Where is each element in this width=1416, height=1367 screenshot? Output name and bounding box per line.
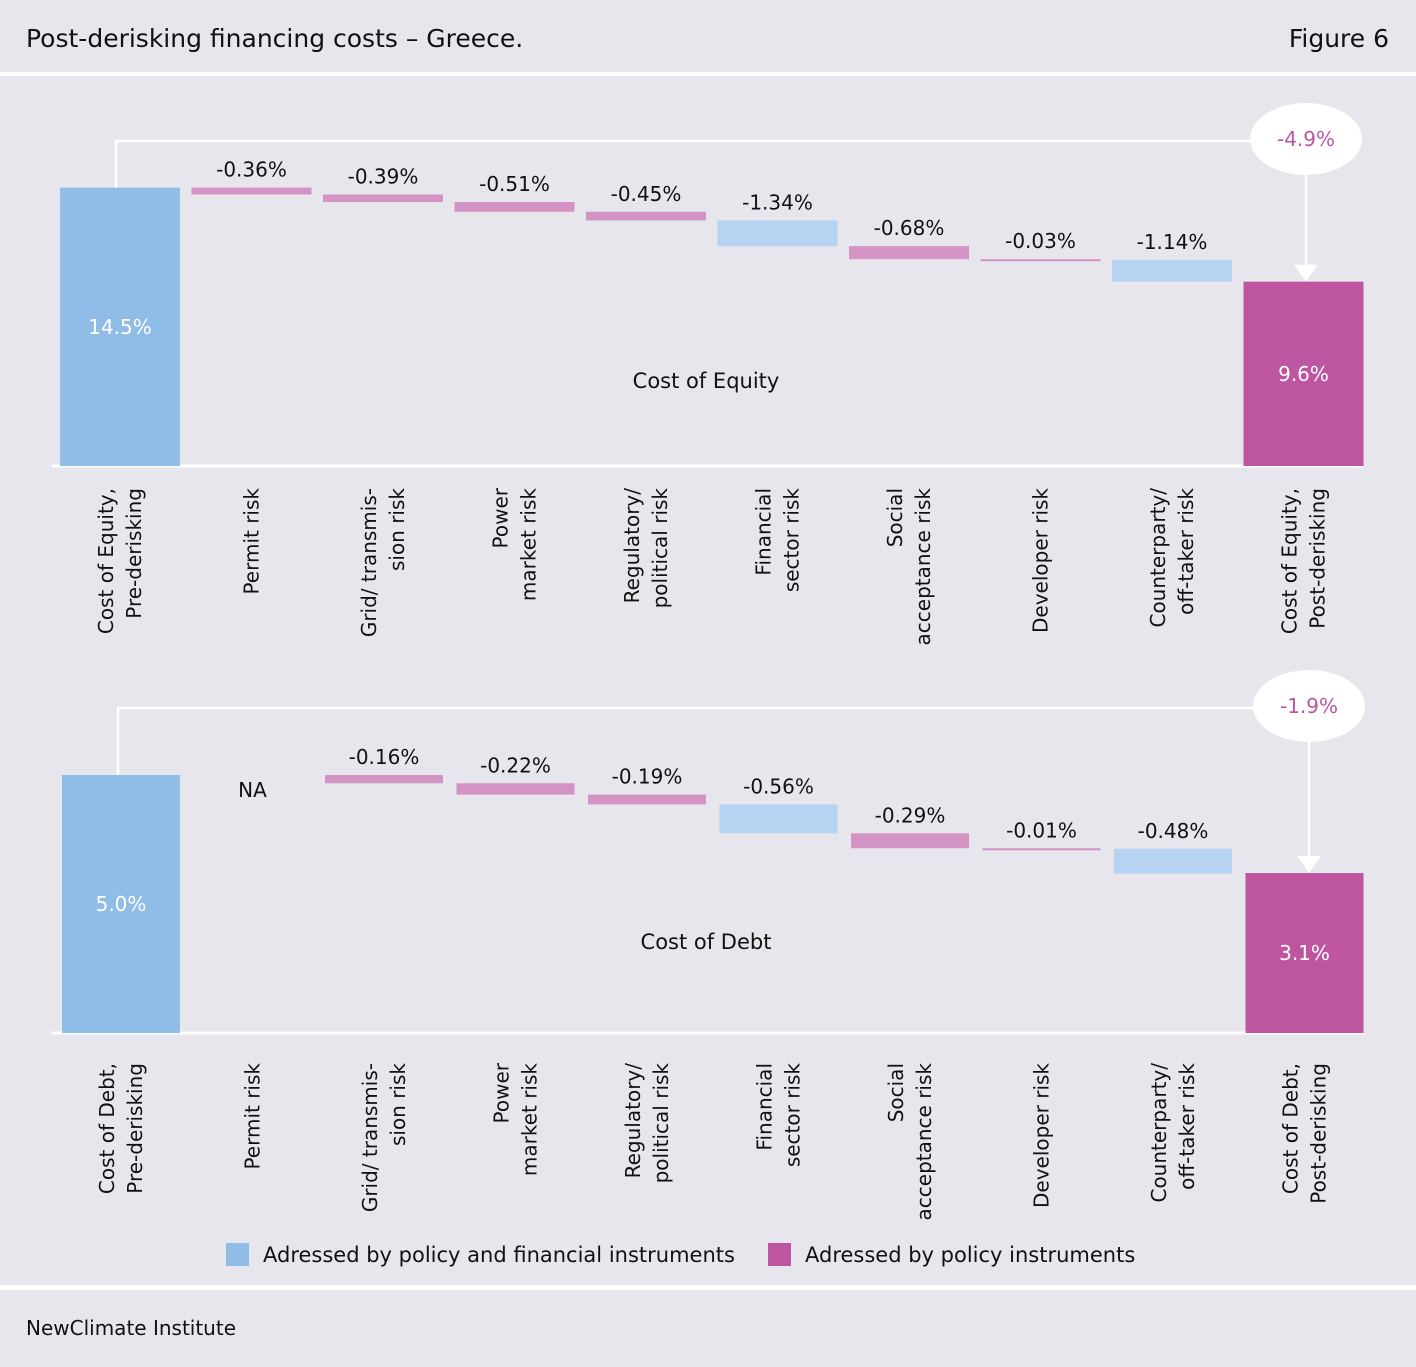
- category-label: Cost of Equity, Pre-derisking: [94, 488, 146, 634]
- category-label: Financial sector risk: [753, 1063, 805, 1168]
- category-label: Financial sector risk: [752, 488, 804, 593]
- bar-total: [1245, 873, 1364, 1033]
- data-label: -1.34%: [742, 190, 813, 214]
- legend: Adressed by policy and financial instrum…: [226, 1243, 1135, 1267]
- source-label: NewClimate Institute: [26, 1316, 236, 1340]
- data-label: -0.39%: [348, 165, 419, 189]
- legend-label: Adressed by policy instruments: [805, 1243, 1135, 1267]
- figure-header: Post-derisking financing costs – Greece.…: [0, 0, 1416, 76]
- bar-step: [454, 202, 575, 212]
- category-label: Permit risk: [241, 1063, 265, 1170]
- bar-step: [586, 211, 706, 221]
- data-label: -0.56%: [743, 774, 814, 798]
- data-label: 5.0%: [96, 892, 147, 916]
- figure-title: Post-derisking financing costs – Greece.: [26, 24, 524, 53]
- legend-label: Adressed by policy and financial instrum…: [263, 1243, 735, 1267]
- waterfall-charts: 14.5% -0.36% -0.39% -0.51% -0.45% -1.34% -0.68…: [52, 103, 1365, 1267]
- total-connector: [114, 139, 1266, 188]
- category-label: Developer risk: [1029, 488, 1053, 633]
- total-change-bubble: [1253, 670, 1365, 742]
- total-change-bubble: [1250, 103, 1362, 175]
- bar-step: [849, 246, 969, 260]
- data-label: -0.36%: [216, 158, 287, 182]
- data-label: -0.03%: [1005, 229, 1076, 253]
- bar-total: [1243, 281, 1364, 466]
- total-connector: [116, 706, 1269, 775]
- data-label: -0.29%: [875, 803, 946, 827]
- arrow-head: [1297, 856, 1321, 874]
- total-change-label: -4.9%: [1277, 127, 1335, 151]
- category-label: Developer risk: [1030, 1063, 1054, 1208]
- data-label: -0.01%: [1006, 818, 1077, 842]
- category-label: Social acceptance risk: [884, 1063, 936, 1221]
- chart-title: Cost of Equity: [633, 369, 780, 393]
- bar-step: [980, 259, 1101, 262]
- category-label: Regulatory/political risk: [621, 1063, 673, 1184]
- category-label: Grid/ transmis-sion risk: [358, 1063, 410, 1213]
- data-label: -0.68%: [874, 216, 945, 240]
- category-label: Regulatory/political risk: [620, 488, 672, 609]
- bar-step: [717, 220, 838, 247]
- bar-total: [60, 187, 180, 466]
- figure-number: Figure 6: [1288, 24, 1389, 53]
- category-label: Grid/ transmis-sion risk: [357, 488, 409, 638]
- category-label: Power market risk: [489, 487, 541, 601]
- legend-swatch: [768, 1243, 791, 1266]
- data-label: -0.45%: [611, 182, 682, 206]
- data-label: 14.5%: [88, 315, 152, 339]
- category-label: Power market risk: [490, 1062, 542, 1176]
- bar-step: [851, 833, 969, 849]
- total-change-label: -1.9%: [1280, 694, 1338, 718]
- category-label: Cost of Debt, Post-derisking: [1279, 1063, 1331, 1204]
- data-label: 3.1%: [1279, 941, 1330, 965]
- bar-step: [1114, 848, 1232, 874]
- bar-step: [323, 194, 443, 202]
- chart-title: Cost of Debt: [641, 930, 772, 954]
- data-label: NA: [238, 778, 267, 802]
- figure-footer: NewClimate Institute: [0, 1285, 1416, 1367]
- category-label: Permit risk: [240, 488, 264, 595]
- bar-step: [982, 848, 1101, 851]
- bar-step: [325, 775, 443, 784]
- category-label: Cost of Equity, Post-derisking: [1278, 488, 1330, 634]
- bar-step: [456, 783, 575, 795]
- category-label: Cost of Debt, Pre-derisking: [95, 1063, 147, 1194]
- data-label: -1.14%: [1137, 230, 1208, 254]
- category-label: Social acceptance risk: [883, 488, 935, 646]
- data-label: -0.51%: [479, 172, 550, 196]
- bar-step: [191, 187, 312, 195]
- category-label: Counterparty/off-taker risk: [1147, 1063, 1199, 1203]
- bar-step: [719, 804, 838, 834]
- legend-swatch: [226, 1243, 249, 1266]
- data-label: -0.22%: [480, 753, 551, 777]
- arrow-head: [1294, 264, 1318, 282]
- chart-cost-of-equity: 14.5% -0.36% -0.39% -0.51% -0.45% -1.34% -0.68…: [52, 103, 1364, 645]
- data-label: -0.48%: [1138, 819, 1209, 843]
- data-label: -0.16%: [349, 745, 420, 769]
- bar-step: [588, 794, 706, 805]
- data-label: -0.19%: [612, 765, 683, 789]
- category-label: Counterparty/off-taker risk: [1146, 488, 1198, 628]
- bar-step: [1112, 259, 1232, 282]
- bar-total: [62, 775, 180, 1033]
- data-label: 9.6%: [1278, 362, 1329, 386]
- chart-cost-of-debt: 5.0% NA -0.16% -0.22% -0.19% -0.56% -0.29% -0.0…: [52, 670, 1365, 1220]
